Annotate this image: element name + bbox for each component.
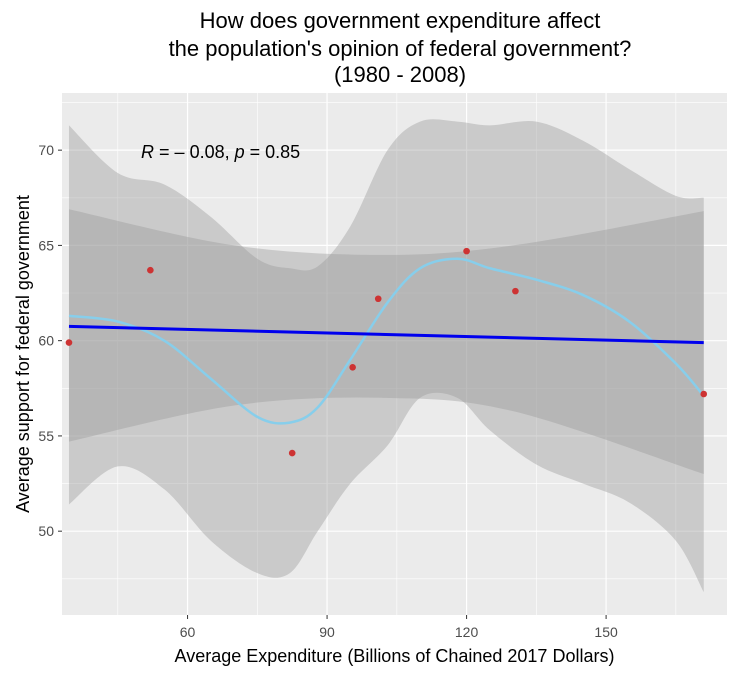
- data-point: [65, 339, 73, 346]
- plot-panel: [62, 93, 727, 615]
- x-tick-label: 90: [319, 624, 335, 640]
- data-point: [512, 287, 519, 295]
- linear-fit-line: [68, 324, 704, 345]
- x-axis-title: Average Expenditure (Billions of Chained…: [175, 646, 615, 666]
- confidence-bands: [68, 119, 704, 593]
- loess-fit-line: [68, 257, 705, 425]
- y-axis-ticks: 50 55 60 65 70: [38, 142, 62, 539]
- data-point: [288, 449, 296, 457]
- y-axis-title: Average support for federal government: [13, 195, 33, 513]
- grid: [62, 93, 727, 615]
- data-point: [700, 390, 708, 398]
- x-axis-ticks: 60 90 120 150: [180, 615, 618, 640]
- x-tick-label: 60: [180, 624, 196, 640]
- r-symbol: R: [141, 142, 154, 162]
- data-point: [349, 364, 356, 371]
- chart-title-line-3: (1980 - 2008): [334, 62, 466, 87]
- r-value: = – 0.08,: [154, 142, 235, 162]
- y-tick-label: 60: [38, 333, 54, 349]
- chart-title: How does government expenditure affect t…: [169, 8, 632, 87]
- data-point: [463, 247, 470, 255]
- data-points: [65, 247, 708, 457]
- y-tick-label: 50: [38, 523, 54, 539]
- x-tick-label: 120: [455, 624, 479, 640]
- data-point: [374, 295, 382, 303]
- y-tick-label: 70: [38, 142, 54, 158]
- chart-title-line-1: How does government expenditure affect: [200, 8, 601, 33]
- chart-title-line-2: the population's opinion of federal gove…: [169, 36, 632, 61]
- x-tick-label: 150: [594, 624, 618, 640]
- y-tick-label: 65: [38, 237, 54, 253]
- linear-confidence-band: [68, 209, 704, 475]
- data-point: [147, 266, 154, 274]
- correlation-annotation: R = – 0.08, p = 0.85: [141, 142, 300, 162]
- p-symbol: p: [234, 142, 245, 162]
- p-value: = 0.85: [245, 142, 301, 162]
- loess-confidence-band: [68, 119, 704, 593]
- y-tick-label: 55: [38, 428, 54, 444]
- fit-lines: [68, 257, 705, 425]
